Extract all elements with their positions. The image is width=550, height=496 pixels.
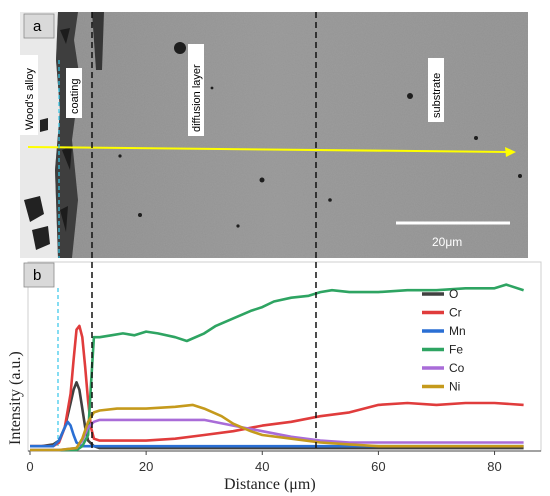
sem-panel: Wood's alloy coating diffusion layer sub… [20,12,528,258]
panel-tag-b-box [23,262,55,288]
legend: O Cr Mn Fe Co Ni [422,287,466,394]
x-tick-label: 80 [487,459,501,474]
linescan-arrow [27,146,509,153]
interface-streak [92,12,104,70]
x-ticks: 0 20 40 60 80 [26,451,502,474]
legend-label-cr: Cr [449,306,462,320]
series-line-fe [30,283,524,452]
legend-label-co: Co [449,361,465,375]
plot-lines [30,283,524,452]
coating-texture [60,28,72,232]
panel-tag-a: a [33,18,42,35]
x-tick-label: 40 [255,459,269,474]
svg-text:diffusion layer: diffusion layer [191,64,203,132]
label-woods-alloy: Wood's alloy [20,55,38,135]
x-tick-label: 20 [139,459,153,474]
label-diffusion-layer: diffusion layer [188,44,204,136]
panel-tag-a-box [23,13,55,39]
legend-label-fe: Fe [449,343,463,357]
scale-bar-label: 20μm [432,235,462,249]
legend-label-mn: Mn [449,324,466,338]
sem-pits [118,42,522,228]
woods-alloy-speckle [24,86,50,250]
label-substrate: substrate [428,58,444,122]
sem-grain [20,12,528,258]
x-tick-label: 60 [371,459,385,474]
x-tick-label: 0 [26,459,33,474]
legend-label-o: O [449,287,458,301]
y-axis-title: Intensity (a.u.) [7,351,24,445]
svg-text:substrate: substrate [431,73,443,118]
series-line-cr [30,324,524,448]
panel-tag-b: b [33,267,41,284]
svg-text:coating: coating [69,79,81,114]
label-coating: coating [66,68,82,118]
chart-panel: 0 20 40 60 80 O Cr Mn Fe Co Ni Intensity (a.u.) D… [7,261,542,493]
series-line-ni [30,403,524,452]
legend-label-ni: Ni [449,380,460,394]
x-axis-title: Distance (μm) [224,476,316,493]
svg-text:Wood's alloy: Wood's alloy [24,68,36,130]
linescan-arrowhead [505,147,516,157]
